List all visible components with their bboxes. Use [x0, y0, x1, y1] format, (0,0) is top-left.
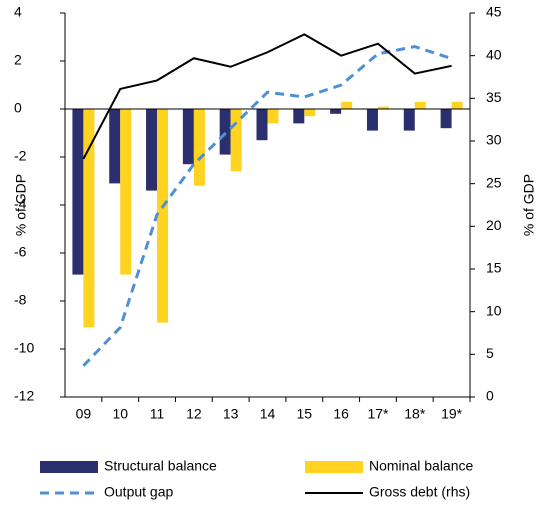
y2-tick-label: 40 — [486, 46, 502, 62]
y-tick-label: -6 — [14, 244, 27, 260]
bar — [157, 109, 169, 323]
legend-swatch — [305, 461, 363, 473]
x-tick-label: 13 — [223, 406, 239, 422]
y-tick-label: -8 — [14, 292, 27, 308]
x-tick-label: 15 — [297, 406, 313, 422]
y-tick-label: 4 — [14, 4, 22, 20]
legend-swatch — [40, 461, 98, 473]
y2-tick-label: 5 — [486, 345, 494, 361]
bar — [330, 109, 342, 114]
y2-tick-label: 15 — [486, 260, 502, 276]
y2-tick-label: 0 — [486, 388, 494, 404]
y2-tick-label: 30 — [486, 132, 502, 148]
bar — [120, 109, 132, 275]
bar — [304, 109, 316, 117]
bar — [403, 109, 415, 131]
bar — [146, 109, 158, 191]
bar — [256, 109, 268, 141]
y2-tick-label: 10 — [486, 302, 502, 318]
x-tick-label: 11 — [150, 406, 165, 422]
x-tick-label: 14 — [260, 406, 276, 422]
x-tick-label: 12 — [186, 406, 202, 422]
x-tick-label: 18* — [404, 406, 426, 422]
legend-label: Nominal balance — [369, 458, 473, 474]
bar — [293, 109, 305, 124]
x-tick-label: 16 — [333, 406, 349, 422]
x-tick-label: 17* — [367, 406, 389, 422]
legend-label: Structural balance — [104, 458, 217, 474]
bar — [267, 109, 279, 124]
y-tick-label: -4 — [14, 196, 27, 212]
line-series — [82, 33, 452, 160]
legend-label: Output gap — [104, 484, 173, 500]
bar — [219, 109, 231, 155]
y-tick-label: 2 — [14, 52, 22, 68]
y2-tick-label: 45 — [486, 4, 502, 20]
bar — [109, 109, 121, 184]
bar — [451, 101, 463, 109]
bar — [72, 109, 84, 275]
x-tick-label: 19* — [441, 406, 463, 422]
bar — [83, 109, 95, 328]
bar — [341, 101, 353, 109]
bar — [414, 101, 426, 109]
y-axis-label: % of GDP — [13, 174, 29, 236]
y2-axis-label: % of GDP — [521, 174, 537, 236]
y2-tick-label: 20 — [486, 217, 502, 233]
bar — [440, 109, 452, 129]
bar — [377, 106, 389, 109]
bar — [193, 109, 205, 186]
y-tick-label: 0 — [14, 100, 22, 116]
y-tick-label: -10 — [14, 340, 34, 356]
x-tick-label: 09 — [76, 406, 92, 422]
y2-tick-label: 35 — [486, 89, 502, 105]
y-tick-label: -12 — [14, 388, 34, 404]
bar — [230, 109, 242, 172]
y-tick-label: -2 — [14, 148, 27, 164]
bar — [366, 109, 378, 131]
y2-tick-label: 25 — [486, 174, 502, 190]
legend-label: Gross debt (rhs) — [369, 484, 470, 500]
line-series — [82, 45, 453, 367]
x-tick-label: 10 — [112, 406, 128, 422]
bar — [182, 109, 194, 165]
